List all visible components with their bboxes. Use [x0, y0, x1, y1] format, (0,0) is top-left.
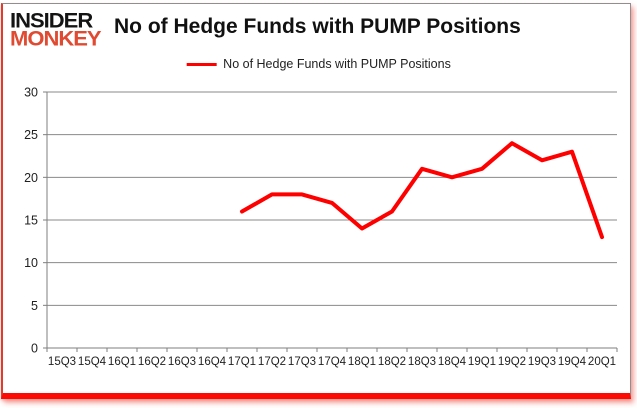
svg-text:19Q1: 19Q1 [468, 356, 496, 368]
svg-text:16Q1: 16Q1 [108, 356, 136, 368]
svg-text:19Q4: 19Q4 [558, 356, 587, 368]
svg-text:20Q1: 20Q1 [588, 356, 616, 368]
svg-text:18Q1: 18Q1 [348, 356, 376, 368]
svg-text:5: 5 [31, 299, 38, 313]
logo-text-insider: INSIDER [10, 8, 93, 33]
legend-line-swatch [186, 62, 217, 66]
svg-text:18Q2: 18Q2 [378, 356, 406, 368]
svg-text:15Q3: 15Q3 [48, 356, 76, 368]
svg-text:15Q4: 15Q4 [78, 356, 107, 368]
svg-text:18Q3: 18Q3 [408, 356, 436, 368]
svg-text:17Q1: 17Q1 [228, 356, 256, 368]
svg-text:19Q3: 19Q3 [528, 356, 556, 368]
legend-label: No of Hedge Funds with PUMP Positions [223, 57, 451, 71]
x-axis-labels: 15Q3 15Q4 16Q1 16Q2 16Q3 16Q4 17Q1 17Q2 17Q3 17Q4… [48, 356, 616, 368]
svg-text:20: 20 [24, 171, 38, 185]
svg-text:16Q2: 16Q2 [138, 356, 166, 368]
svg-text:16Q4: 16Q4 [198, 356, 227, 368]
svg-text:16Q3: 16Q3 [168, 356, 196, 368]
svg-text:30: 30 [24, 86, 38, 100]
series-line [240, 141, 604, 240]
x-axis-ticks [46, 348, 618, 352]
svg-text:10: 10 [24, 256, 38, 270]
svg-text:15: 15 [24, 214, 38, 228]
svg-text:17Q4: 17Q4 [318, 356, 347, 368]
y-axis-labels: 0 5 10 15 20 25 30 [24, 86, 47, 356]
svg-text:17Q3: 17Q3 [288, 356, 316, 368]
legend: No of Hedge Funds with PUMP Positions [186, 57, 451, 71]
insider-monkey-logo: INSIDER MONKEY [10, 8, 102, 51]
svg-text:25: 25 [24, 128, 38, 142]
card-frame [1, 3, 631, 399]
svg-text:0: 0 [31, 342, 38, 356]
chart-title: No of Hedge Funds with PUMP Positions [114, 15, 521, 38]
svg-text:19Q2: 19Q2 [498, 356, 526, 368]
svg-text:17Q2: 17Q2 [258, 356, 286, 368]
svg-text:18Q4: 18Q4 [438, 356, 467, 368]
gridlines [47, 91, 617, 306]
logo-text-monkey: MONKEY [10, 26, 102, 51]
